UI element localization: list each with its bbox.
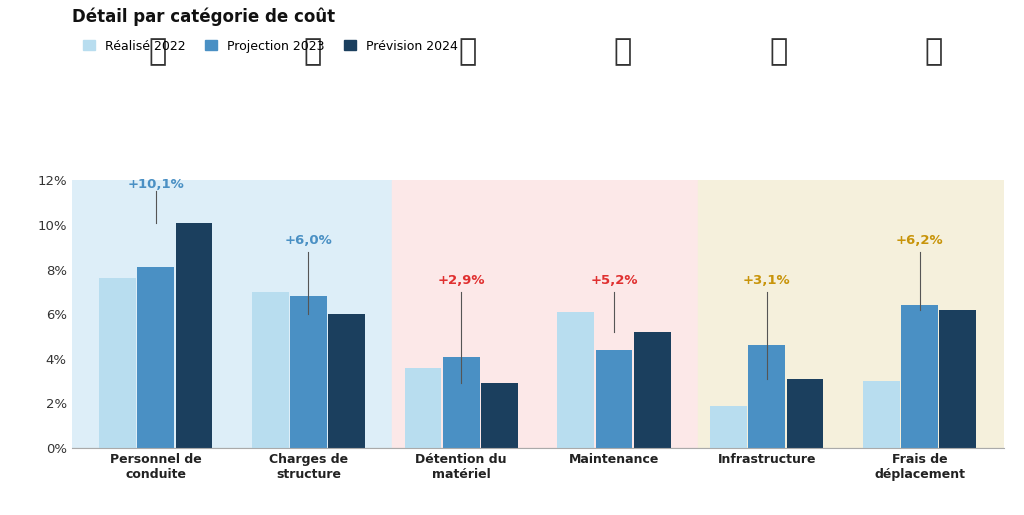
Bar bbox=[404, 368, 441, 448]
Legend: Réalisé 2022, Projection 2023, Prévision 2024: Réalisé 2022, Projection 2023, Prévision… bbox=[78, 35, 463, 58]
Text: +5,2%: +5,2% bbox=[590, 274, 638, 287]
Bar bbox=[786, 379, 823, 448]
Text: +6,2%: +6,2% bbox=[896, 234, 943, 247]
Bar bbox=[698, 180, 1004, 448]
Bar bbox=[863, 381, 900, 448]
Text: 🧑: 🧑 bbox=[148, 37, 166, 66]
Text: 🍽: 🍽 bbox=[925, 37, 943, 66]
Bar bbox=[329, 314, 365, 448]
Text: +6,0%: +6,0% bbox=[285, 234, 333, 247]
Text: Détail par catégorie de coût: Détail par catégorie de coût bbox=[72, 8, 335, 26]
Bar bbox=[443, 356, 479, 448]
Bar bbox=[557, 312, 594, 448]
Bar bbox=[481, 383, 518, 448]
Bar bbox=[634, 332, 671, 448]
Text: 🏭: 🏭 bbox=[303, 37, 322, 66]
Bar bbox=[99, 279, 136, 448]
Text: +10,1%: +10,1% bbox=[127, 178, 184, 192]
Text: +3,1%: +3,1% bbox=[743, 274, 791, 287]
Bar bbox=[596, 350, 632, 448]
Text: 🚛: 🚛 bbox=[459, 37, 477, 66]
Bar bbox=[939, 310, 976, 448]
Bar bbox=[749, 346, 785, 448]
Bar bbox=[175, 222, 212, 448]
Bar bbox=[711, 406, 746, 448]
Bar bbox=[72, 180, 392, 448]
Bar bbox=[290, 296, 327, 448]
Text: +2,9%: +2,9% bbox=[437, 274, 485, 287]
Bar bbox=[137, 267, 174, 448]
Bar bbox=[392, 180, 698, 448]
Bar bbox=[252, 292, 289, 448]
Text: 🛣: 🛣 bbox=[769, 37, 787, 66]
Bar bbox=[901, 305, 938, 448]
Text: 🔧: 🔧 bbox=[614, 37, 632, 66]
